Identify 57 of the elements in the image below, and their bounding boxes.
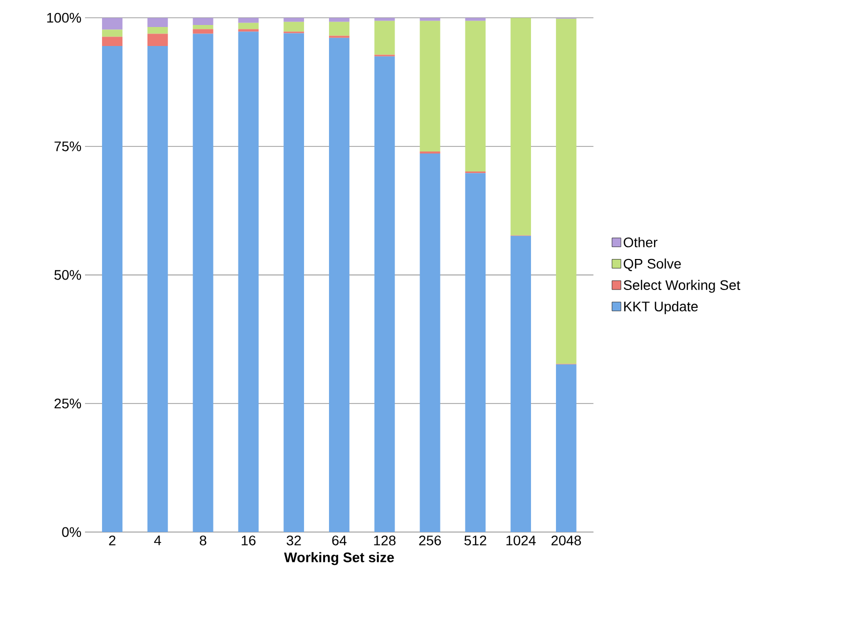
bar [420,20,440,152]
bar [465,18,486,21]
x-tick-label: 128 [374,536,396,546]
bar [556,364,576,532]
legend-label: Select Working Set [624,280,740,293]
x-tick-label: 256 [419,536,441,546]
bar [329,38,350,532]
bar [374,56,395,532]
bar [284,33,304,532]
y-tick-label: 0% [62,527,82,537]
y-tick-label: 100% [47,12,82,23]
legend-label: KKT Update [624,301,698,314]
legend-label: QP Solve [624,258,681,272]
bar [102,30,122,37]
x-axis-title: Working Set size [284,552,394,566]
bar [465,20,486,172]
bar [192,24,214,30]
x-tick-label: 1024 [506,536,536,546]
bar [329,18,350,22]
x-tick-label: 8 [200,536,206,546]
x-tick-label: 2 [109,536,116,546]
bar [192,34,214,532]
bar [556,18,576,364]
bar [238,22,259,30]
bar [329,22,350,36]
x-tick-label: 32 [286,536,301,546]
bar [192,29,214,34]
bar [510,236,531,532]
bar [102,36,122,46]
bar [374,20,395,55]
bar [192,18,214,25]
bar [238,18,259,23]
bar [238,32,259,532]
bar [284,18,304,22]
bar [284,22,304,32]
bar [102,46,122,532]
x-tick-label: 64 [332,536,346,546]
bar [238,29,259,32]
x-tick-label: 2048 [552,536,581,546]
bar [147,34,168,46]
bar [420,154,440,532]
bar [147,46,168,532]
legend-label: Other [624,237,658,248]
x-tick-label: 16 [242,536,256,546]
x-tick-label: 512 [464,536,486,546]
bar [147,18,168,28]
bar [147,27,168,34]
bar [465,173,486,532]
x-tick-label: 4 [154,536,162,546]
y-tick-label: 75% [54,141,82,152]
bar [102,18,122,30]
bar [374,18,395,21]
y-tick-label: 25% [54,398,82,408]
bar [510,18,531,236]
bar [420,18,440,21]
y-tick-label: 50% [54,270,82,280]
bar [420,151,440,154]
